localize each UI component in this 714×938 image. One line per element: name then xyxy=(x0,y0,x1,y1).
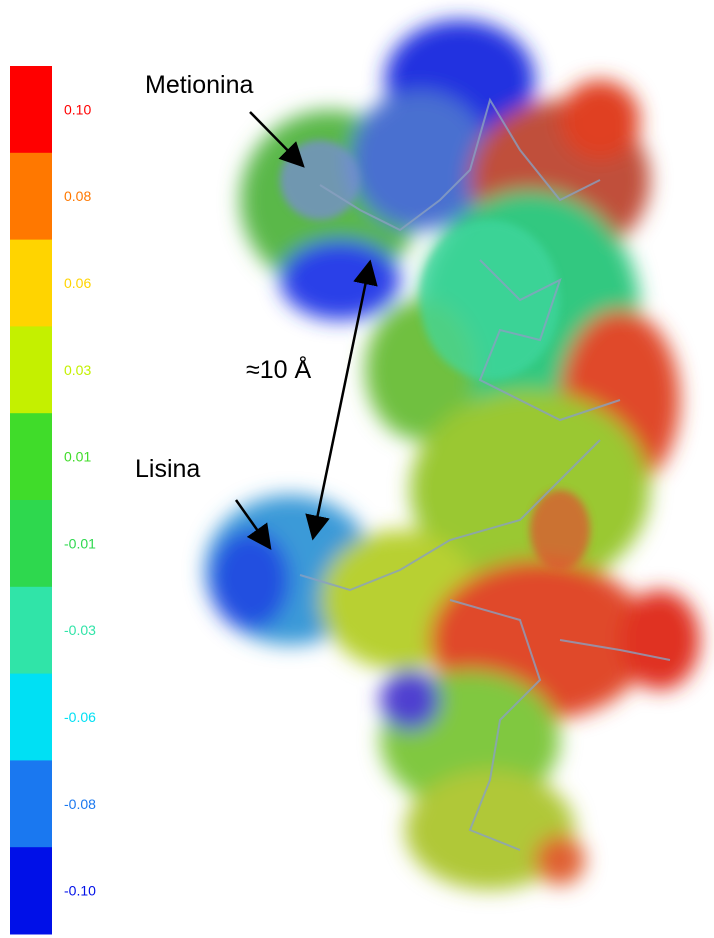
scale-block xyxy=(10,500,52,587)
scale-label: 0.08 xyxy=(64,188,91,204)
scale-block xyxy=(10,674,52,761)
scale-block xyxy=(10,847,52,934)
scale-label: -0.10 xyxy=(64,883,96,899)
scale-label: -0.03 xyxy=(64,622,96,638)
scale-block xyxy=(10,587,52,674)
distance-label: ≈10 Å xyxy=(246,354,311,384)
scale-label: -0.08 xyxy=(64,796,96,812)
scale-block xyxy=(10,240,52,327)
figure: 0.10 0.08 0.06 0.03 0.01 -0.01 -0.03 -0.06 -0.08… xyxy=(0,0,714,938)
methionine-label: Metionina xyxy=(145,71,253,99)
scale-block xyxy=(10,66,52,153)
scale-block xyxy=(10,153,52,240)
scale-block xyxy=(10,413,52,500)
scale-block xyxy=(10,326,52,413)
scale-label: 0.03 xyxy=(64,362,91,378)
scale-label: 0.10 xyxy=(64,101,91,117)
color-scale: 0.10 0.08 0.06 0.03 0.01 -0.01 -0.03 -0.06 -0.08… xyxy=(10,66,96,935)
scale-label: -0.06 xyxy=(64,709,96,725)
molecule-surface xyxy=(205,20,700,890)
scale-block xyxy=(10,760,52,847)
lysine-label: Lisina xyxy=(135,455,200,483)
scale-label: -0.01 xyxy=(64,535,96,551)
scale-label: 0.06 xyxy=(64,275,91,291)
scale-label: 0.01 xyxy=(64,449,91,465)
